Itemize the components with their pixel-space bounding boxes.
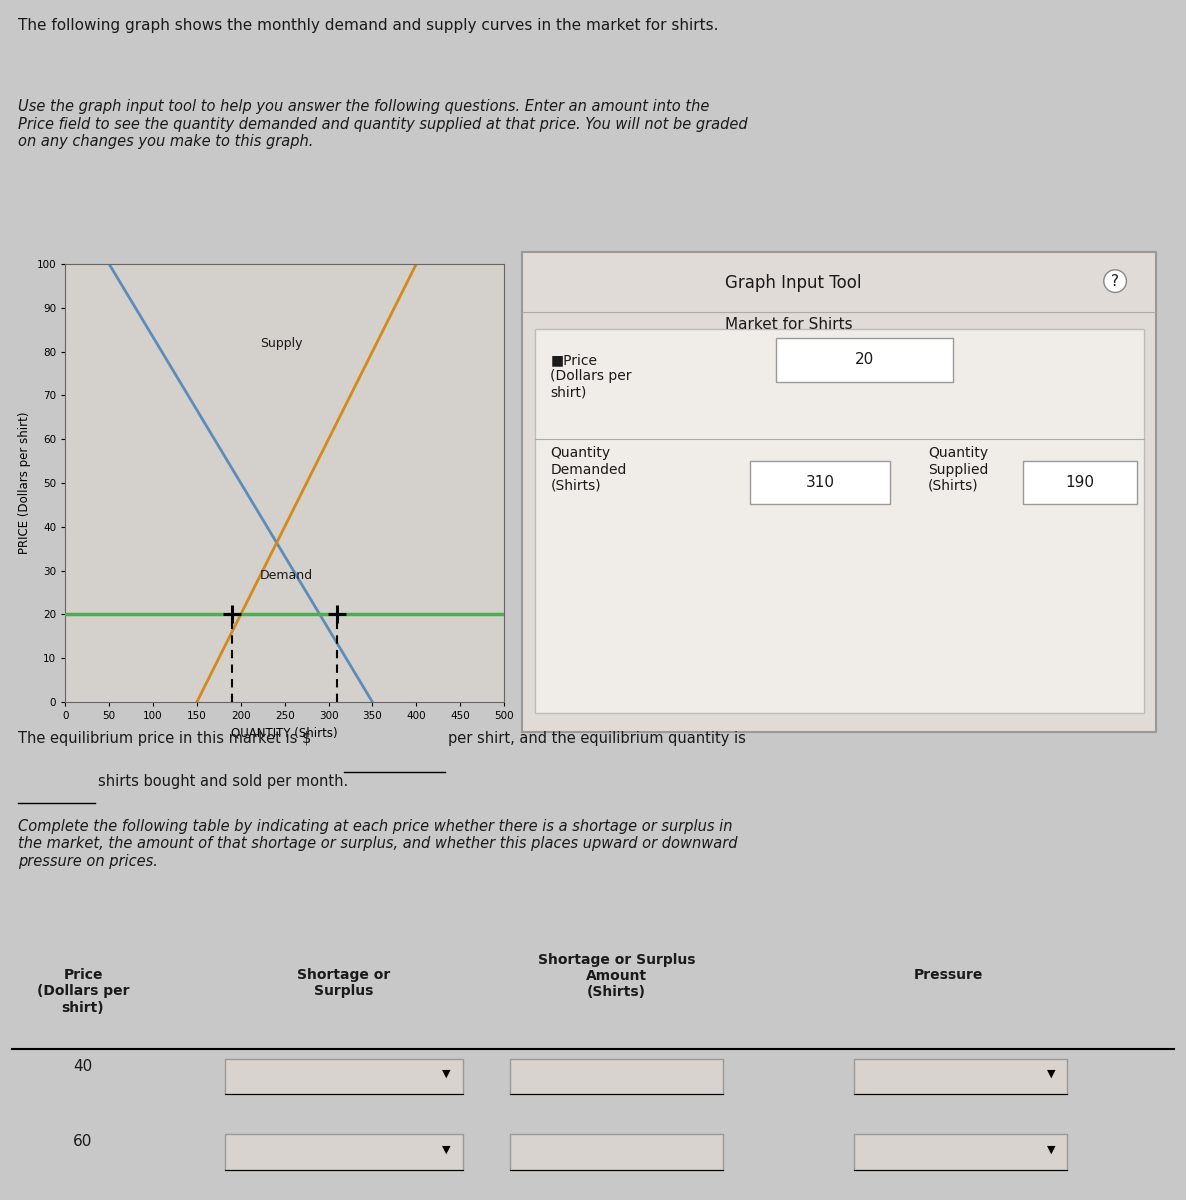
Text: The equilibrium price in this market is $: The equilibrium price in this market is … [18, 731, 311, 745]
Text: Shortage or Surplus
Amount
(Shirts): Shortage or Surplus Amount (Shirts) [538, 953, 695, 1000]
Text: Demand: Demand [260, 569, 313, 582]
Y-axis label: PRICE (Dollars per shirt): PRICE (Dollars per shirt) [18, 412, 31, 554]
FancyBboxPatch shape [1024, 461, 1137, 504]
FancyBboxPatch shape [522, 252, 1156, 732]
Text: shirts bought and sold per month.: shirts bought and sold per month. [98, 774, 349, 790]
Text: ▼: ▼ [1047, 1145, 1056, 1154]
Text: Price
(Dollars per
shirt): Price (Dollars per shirt) [37, 968, 129, 1014]
Text: The following graph shows the monthly demand and supply curves in the market for: The following graph shows the monthly de… [18, 18, 719, 32]
FancyBboxPatch shape [225, 1058, 463, 1094]
Text: 190: 190 [1066, 475, 1095, 490]
FancyBboxPatch shape [751, 461, 890, 504]
Text: ▼: ▼ [1047, 1069, 1056, 1079]
FancyBboxPatch shape [854, 1058, 1067, 1094]
Text: Supply: Supply [260, 337, 302, 350]
Text: Graph Input Tool: Graph Input Tool [725, 274, 861, 292]
Text: Use the graph input tool to help you answer the following questions. Enter an am: Use the graph input tool to help you ans… [18, 100, 747, 149]
Text: Market for Shirts: Market for Shirts [725, 317, 853, 331]
Text: Shortage or
Surplus: Shortage or Surplus [298, 968, 390, 998]
Text: Quantity
Demanded
(Shirts): Quantity Demanded (Shirts) [550, 446, 626, 493]
Text: Pressure: Pressure [914, 968, 983, 982]
X-axis label: QUANTITY (Shirts): QUANTITY (Shirts) [231, 726, 338, 739]
FancyBboxPatch shape [854, 1134, 1067, 1170]
Text: 20: 20 [855, 353, 874, 367]
Text: per shirt, and the equilibrium quantity is: per shirt, and the equilibrium quantity … [448, 731, 746, 745]
Text: 40: 40 [74, 1058, 93, 1074]
FancyBboxPatch shape [510, 1134, 723, 1170]
Text: ?: ? [1111, 274, 1120, 288]
Text: Quantity
Supplied
(Shirts): Quantity Supplied (Shirts) [927, 446, 988, 493]
Text: 60: 60 [74, 1134, 93, 1150]
FancyBboxPatch shape [225, 1134, 463, 1170]
Text: ■Price
(Dollars per
shirt): ■Price (Dollars per shirt) [550, 353, 632, 400]
Text: ▼: ▼ [442, 1145, 451, 1154]
FancyBboxPatch shape [776, 338, 954, 382]
Text: Complete the following table by indicating at each price whether there is a shor: Complete the following table by indicati… [18, 818, 738, 869]
FancyBboxPatch shape [510, 1058, 723, 1094]
FancyBboxPatch shape [535, 329, 1143, 713]
Text: ▼: ▼ [442, 1069, 451, 1079]
Text: 310: 310 [805, 475, 835, 490]
